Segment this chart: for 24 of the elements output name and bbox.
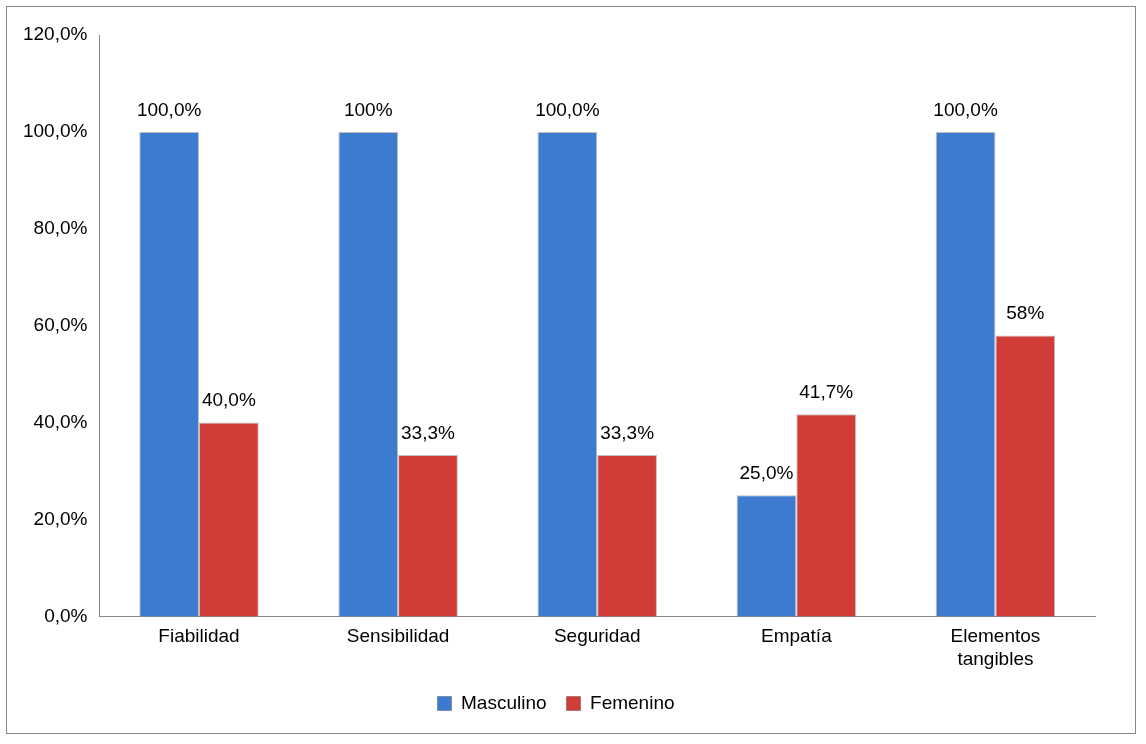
data-label: 40,0% [201, 389, 256, 411]
legend-label: Femenino [590, 691, 675, 713]
y-tick-label: 0,0% [44, 604, 88, 626]
data-label: 100,0% [933, 98, 998, 120]
legend-label: Masculino [460, 691, 547, 713]
data-label: 33,3% [600, 421, 655, 443]
data-label: 41,7% [799, 381, 854, 403]
data-label: 100,0% [535, 98, 600, 120]
x-tick-label: Seguridad [553, 625, 641, 647]
y-tick-label: 40,0% [33, 410, 88, 432]
x-tick-label: Elementos tangibles [950, 625, 1041, 669]
y-tick-label: 60,0% [33, 313, 88, 335]
data-label: 25,0% [739, 462, 794, 484]
y-tick-label: 20,0% [33, 507, 88, 529]
x-tick-label: Fiabilidad [158, 625, 240, 647]
y-tick-label: 80,0% [33, 217, 88, 239]
data-label: 58% [1006, 302, 1045, 324]
data-label: 100,0% [136, 98, 202, 120]
data-label: 33,3% [401, 421, 456, 443]
x-tick-label: Sensibilidad [346, 625, 450, 647]
y-tick-label: 100,0% [22, 120, 88, 142]
x-tick-label: Empatía [760, 625, 833, 647]
y-tick-label: 120,0% [22, 23, 88, 45]
data-label: 100% [343, 98, 393, 120]
